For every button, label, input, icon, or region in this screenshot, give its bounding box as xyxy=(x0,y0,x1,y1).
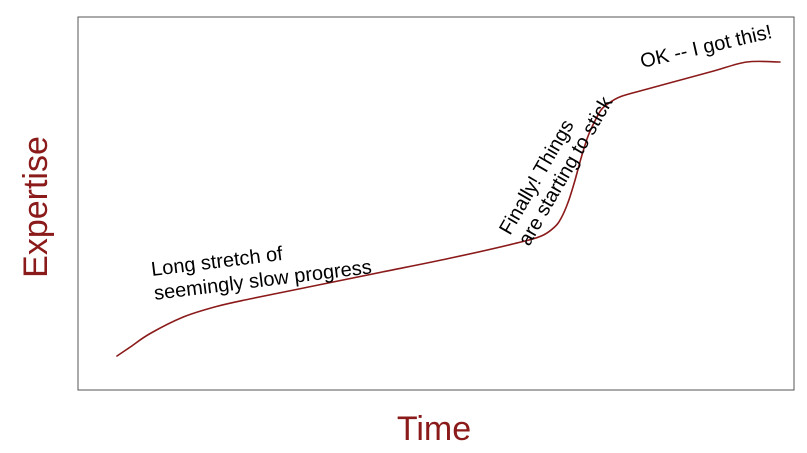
series-line xyxy=(116,60,781,357)
annotation-slow-progress: Long stretch of seemingly slow progress xyxy=(150,243,373,305)
annotation-got-this: OK -- I got this! xyxy=(638,21,774,73)
annotation-line: OK -- I got this! xyxy=(638,21,774,73)
x-axis-title: Time xyxy=(397,410,471,448)
plot-frame xyxy=(77,16,795,391)
y-axis-title: Expertise xyxy=(17,136,55,278)
